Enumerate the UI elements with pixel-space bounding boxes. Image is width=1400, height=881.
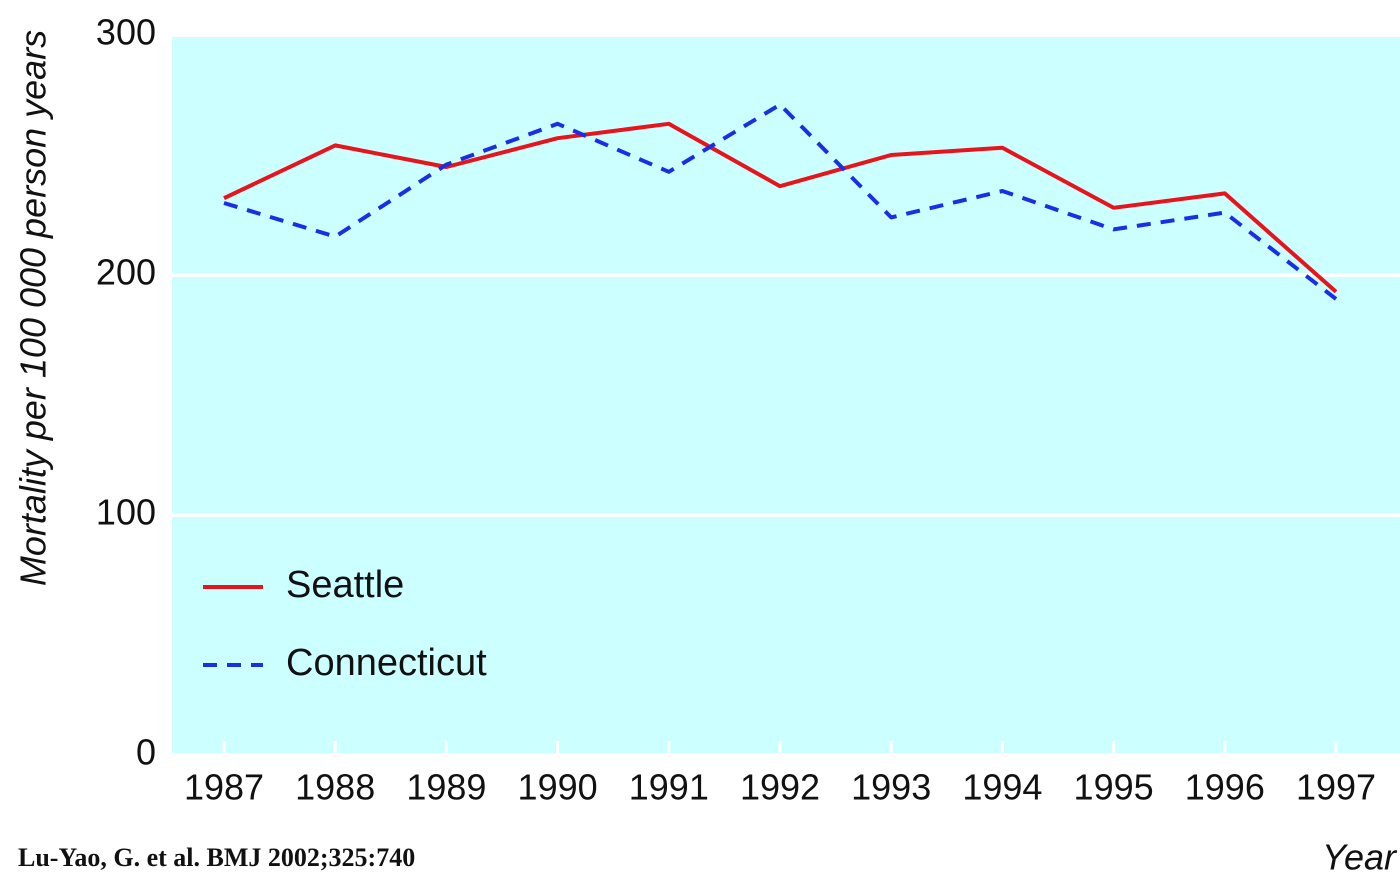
line-series <box>223 121 1338 294</box>
x-axis-label: Year <box>1322 837 1398 878</box>
x-tick-label: 1987 <box>184 767 264 808</box>
y-tick-label: 300 <box>96 12 156 53</box>
x-tick-label: 1993 <box>851 767 931 808</box>
legend-label: Seattle <box>286 564 404 606</box>
y-tick-label: 100 <box>96 492 156 533</box>
y-tick-label: 200 <box>96 252 156 293</box>
x-tick-label: 1989 <box>406 767 486 808</box>
x-tick-label: 1991 <box>629 767 709 808</box>
y-tick-label: 0 <box>136 732 156 773</box>
x-tick-label: 1996 <box>1185 767 1265 808</box>
x-tick-label: 1994 <box>962 767 1042 808</box>
y-axis-label: Mortality per 100 000 person years <box>13 30 54 586</box>
legend-label: Connecticut <box>286 642 487 684</box>
x-tick-label: 1990 <box>518 767 598 808</box>
x-tick-label: 1995 <box>1074 767 1154 808</box>
x-tick-label: 1988 <box>295 767 375 808</box>
line-series <box>223 102 1338 301</box>
x-tick-label: 1997 <box>1296 767 1376 808</box>
x-tick-label: 1992 <box>740 767 820 808</box>
source: Lu-Yao, G. et al. BMJ 2002;325:740 <box>18 843 415 872</box>
